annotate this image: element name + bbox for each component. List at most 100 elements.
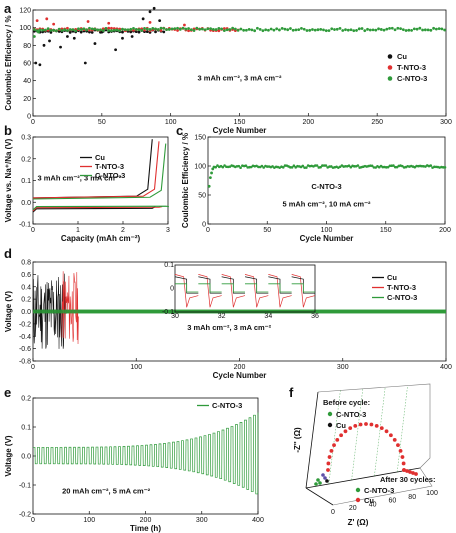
data-point [308,28,312,32]
data-point [35,19,39,22]
data-point [237,164,241,168]
y-tick-label: -0.1 [19,222,31,229]
inset-y-tick-label: 0 [170,286,174,293]
data-point [90,30,94,34]
data-point [148,20,152,24]
data-point [349,28,353,32]
data-point [291,28,295,32]
y-tick-label: 0.2 [21,156,31,163]
data-point [60,29,64,32]
y-tick-label: 150 [194,135,206,142]
y-tick-label: 0.0 [21,200,31,207]
data-point [99,28,102,32]
data-point [192,29,196,32]
y-tick-label: 0.0 [21,309,31,316]
data-point [388,27,391,30]
data-point [415,27,419,31]
data-point [173,27,177,31]
data-point [178,27,182,31]
data-point-cu [402,468,406,472]
data-point-cu [329,448,334,453]
data-point [214,28,218,31]
panel-label-b: b [4,123,12,138]
data-point [121,30,124,34]
panel-f-chart: 0 20 40 60 80 100 Z' (Ω) -Z'' (Ω) Before cycle: C… [293,383,438,527]
inset-curve-t-nto-3 [198,274,222,308]
data-point [324,29,328,33]
inset-curve-t-nto-3 [174,274,199,308]
data-point [63,28,67,32]
data-point [236,28,240,32]
data-point-cu [327,455,332,459]
data-point [96,28,100,32]
data-point [272,28,276,32]
data-point [390,26,394,30]
data-point [316,478,320,482]
data-point [66,26,69,30]
data-point [333,28,336,31]
data-point [290,166,294,169]
data-point [228,28,232,31]
x-tick-label: 100 [165,119,177,126]
y-tick-label: 20 [23,96,31,103]
data-point [148,28,152,31]
data-point [45,17,49,21]
data-point [305,166,308,169]
data-point-cu [408,470,412,474]
y-tick-label: 0.3 [21,135,31,142]
data-point [129,27,133,31]
inset-curve-c-nto-3 [221,283,245,293]
data-point [426,28,430,32]
legend-marker [327,411,333,417]
y-tick-label: 40 [23,78,31,85]
legend-marker [387,76,393,81]
inset-x-tick-label: 36 [311,313,319,320]
data-point [319,28,323,31]
data-point [34,61,38,65]
data-point [360,27,364,30]
data-point [281,166,285,169]
data-point [443,166,447,169]
data-point [301,164,305,168]
plot-frame [32,9,447,117]
charge-curve [32,141,160,199]
data-point-cu [369,422,374,427]
x-tick-label: 1 [76,227,80,234]
data-point [159,29,163,32]
annotation-title: C-NTO-3 [311,182,341,191]
legend-marker [327,422,333,428]
grid-line [397,385,408,473]
legend-label: C-NTO-3 [364,486,394,495]
y-tick-label: 0.1 [21,178,31,185]
y-tick-label: -0.4 [19,334,31,341]
data-point [210,171,213,175]
data-point [107,26,111,30]
x-tick-label: 0 [31,364,35,371]
data-point [255,26,259,30]
data-point [206,27,210,31]
condition-annotation: 20 mAh cm⁻², 5 mA cm⁻² [62,487,151,496]
data-point [198,27,201,31]
panel-b-chart: 0 1 2 3 -0.1 0.0 0.1 0.2 0.3 Capacity (mAh cm⁻²) V… [4,135,170,244]
data-point [393,165,397,169]
x-axis-label: Cycle Number [300,234,354,243]
data-point [355,29,358,32]
data-point-cu [364,422,368,426]
data-point-cu [414,472,418,476]
legend-label: T-NTO-3 [387,283,416,292]
data-point [115,28,119,32]
data-point [32,35,36,38]
data-point [407,28,411,32]
data-point [437,27,441,31]
legend-marker [387,54,393,59]
inset-curve-c-nto-3 [198,283,222,293]
data-point [207,184,211,188]
data-point [356,164,360,167]
inset-curve-t-nto-3 [291,274,316,308]
panel-label-d: d [4,246,12,261]
y-axis-label: Coulombic Efficiency / % [181,133,190,228]
data-point [158,19,162,22]
legend-marker [387,65,393,70]
data-point [187,29,190,33]
y-tick-label: 0.2 [21,297,31,304]
